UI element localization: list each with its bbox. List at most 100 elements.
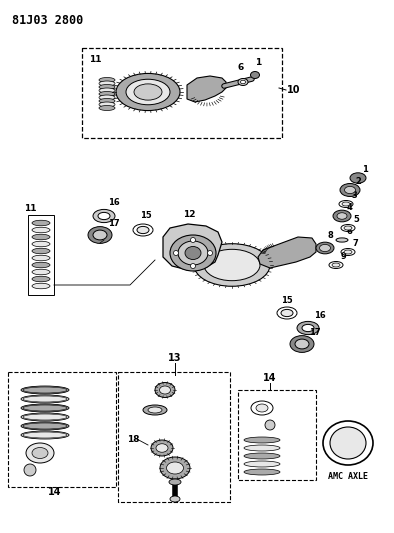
Ellipse shape <box>332 263 340 267</box>
Ellipse shape <box>238 78 248 85</box>
Ellipse shape <box>344 226 352 230</box>
Ellipse shape <box>126 79 170 105</box>
Ellipse shape <box>341 224 355 231</box>
Text: 4: 4 <box>347 203 353 212</box>
Ellipse shape <box>99 92 115 96</box>
Ellipse shape <box>148 407 162 413</box>
Text: 8: 8 <box>328 231 334 240</box>
Ellipse shape <box>134 84 162 100</box>
Ellipse shape <box>99 99 115 103</box>
Ellipse shape <box>21 386 69 394</box>
Ellipse shape <box>330 427 366 459</box>
Text: 1: 1 <box>255 58 261 67</box>
Text: 81J03 2800: 81J03 2800 <box>12 14 83 27</box>
Ellipse shape <box>194 244 270 286</box>
Ellipse shape <box>290 336 314 352</box>
Polygon shape <box>163 224 222 270</box>
Ellipse shape <box>32 255 50 261</box>
Ellipse shape <box>251 71 260 78</box>
Text: 14: 14 <box>48 487 62 497</box>
Ellipse shape <box>21 413 69 421</box>
Ellipse shape <box>133 224 153 236</box>
FancyBboxPatch shape <box>28 215 54 295</box>
Ellipse shape <box>99 77 115 83</box>
Ellipse shape <box>26 443 54 463</box>
FancyBboxPatch shape <box>238 390 316 480</box>
Ellipse shape <box>32 248 50 254</box>
Text: 7: 7 <box>353 239 359 248</box>
Ellipse shape <box>251 401 273 415</box>
Ellipse shape <box>344 187 355 193</box>
Ellipse shape <box>170 496 180 502</box>
Text: 15: 15 <box>140 211 152 220</box>
Ellipse shape <box>32 227 50 233</box>
Ellipse shape <box>240 80 245 84</box>
Ellipse shape <box>21 404 69 412</box>
Ellipse shape <box>155 383 175 398</box>
Text: 11: 11 <box>89 55 102 64</box>
Ellipse shape <box>281 309 293 317</box>
Circle shape <box>173 251 178 255</box>
Ellipse shape <box>21 395 69 403</box>
Ellipse shape <box>340 183 360 197</box>
Text: 15: 15 <box>281 296 293 305</box>
Ellipse shape <box>244 469 280 475</box>
Ellipse shape <box>169 479 181 485</box>
Text: 3: 3 <box>351 191 357 200</box>
Text: 5: 5 <box>353 215 359 224</box>
Ellipse shape <box>297 321 319 335</box>
Ellipse shape <box>32 269 50 274</box>
Ellipse shape <box>98 212 110 220</box>
Ellipse shape <box>151 440 173 456</box>
FancyBboxPatch shape <box>8 372 116 487</box>
Text: 17: 17 <box>309 328 321 337</box>
Ellipse shape <box>256 404 268 412</box>
Ellipse shape <box>339 200 353 207</box>
Ellipse shape <box>185 246 201 260</box>
Ellipse shape <box>323 421 373 465</box>
Ellipse shape <box>21 422 69 430</box>
Ellipse shape <box>167 462 184 474</box>
Circle shape <box>208 251 212 255</box>
Circle shape <box>24 464 36 476</box>
Ellipse shape <box>160 457 190 479</box>
FancyBboxPatch shape <box>82 48 282 138</box>
Ellipse shape <box>32 262 50 268</box>
Ellipse shape <box>320 245 331 252</box>
Ellipse shape <box>143 405 167 415</box>
Ellipse shape <box>302 325 314 332</box>
Ellipse shape <box>156 444 168 452</box>
Ellipse shape <box>32 234 50 240</box>
Circle shape <box>265 420 275 430</box>
Ellipse shape <box>93 209 115 223</box>
Text: 18: 18 <box>127 435 139 444</box>
Ellipse shape <box>99 88 115 93</box>
Ellipse shape <box>316 242 334 254</box>
Text: 2: 2 <box>355 177 361 186</box>
Text: 9: 9 <box>341 252 347 261</box>
Ellipse shape <box>99 85 115 90</box>
Ellipse shape <box>99 102 115 107</box>
Text: 17: 17 <box>108 219 120 228</box>
Ellipse shape <box>32 276 50 282</box>
Ellipse shape <box>277 307 297 319</box>
Ellipse shape <box>99 106 115 110</box>
Ellipse shape <box>116 74 180 110</box>
Circle shape <box>191 263 195 269</box>
Polygon shape <box>258 237 316 268</box>
Ellipse shape <box>32 448 48 458</box>
Text: 13: 13 <box>168 353 182 363</box>
Ellipse shape <box>178 241 208 265</box>
Ellipse shape <box>21 431 69 439</box>
Ellipse shape <box>329 262 343 269</box>
Ellipse shape <box>204 249 260 281</box>
Ellipse shape <box>344 250 352 254</box>
Text: 11: 11 <box>24 204 37 213</box>
Text: 14: 14 <box>263 373 277 383</box>
Ellipse shape <box>337 213 347 219</box>
FancyBboxPatch shape <box>118 372 230 502</box>
Ellipse shape <box>244 461 280 467</box>
Ellipse shape <box>160 386 171 394</box>
Ellipse shape <box>350 173 366 183</box>
Ellipse shape <box>295 339 309 349</box>
